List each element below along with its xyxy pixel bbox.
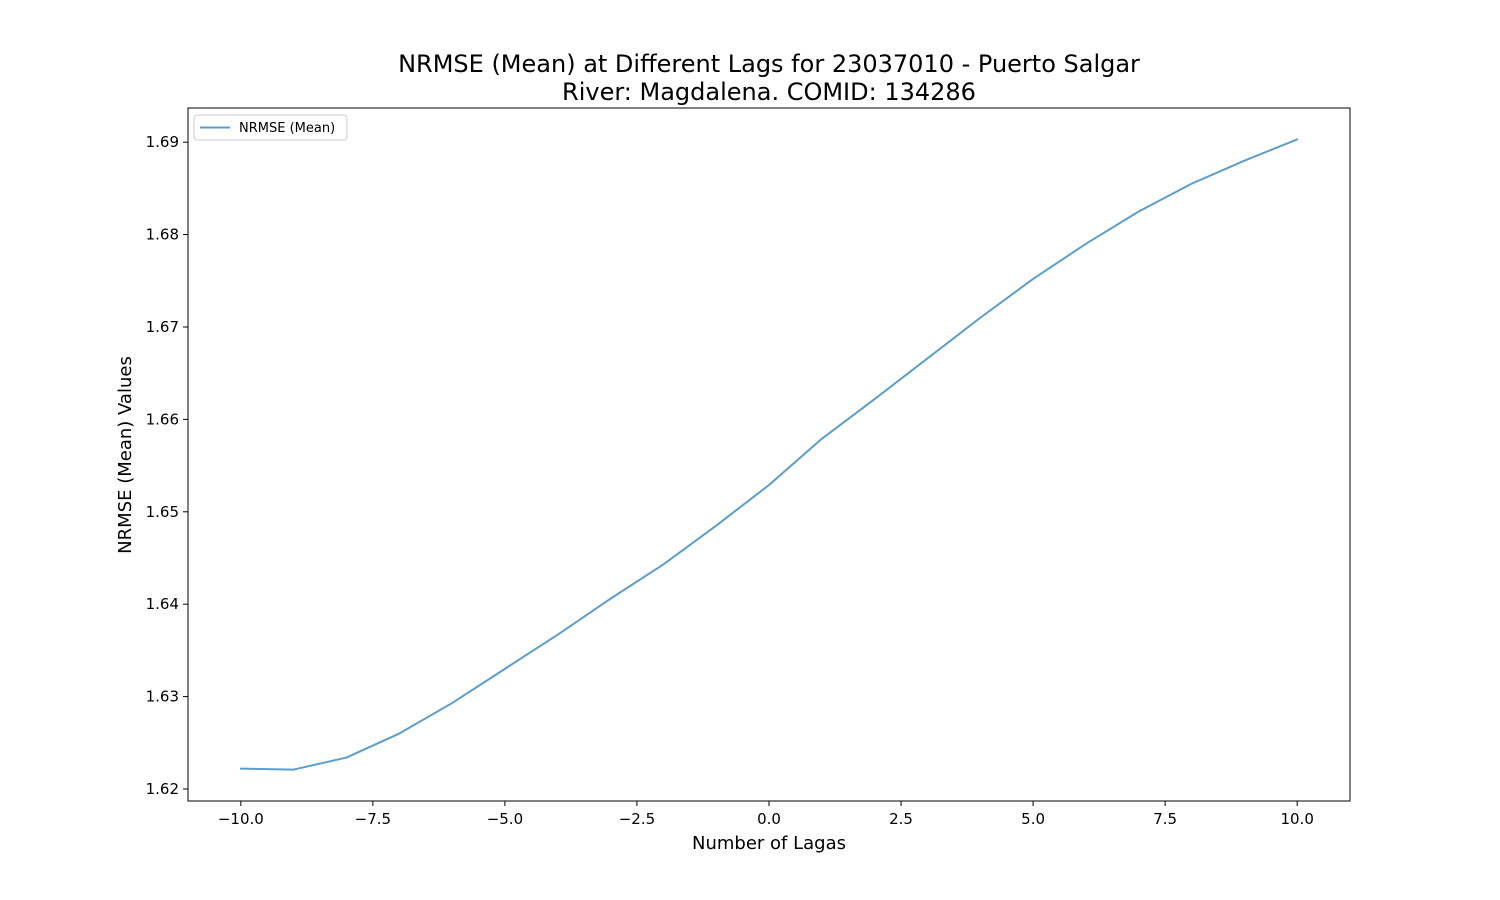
data-point [662, 563, 664, 565]
x-tick-label: −5.0 [487, 810, 523, 828]
y-tick-label: 1.67 [146, 318, 179, 336]
data-point [874, 398, 876, 400]
y-axis-ticks: 1.62 1.63 1.64 1.65 1.66 1.67 1.68 1.69 [146, 133, 188, 798]
chart-title-line-1: NRMSE (Mean) at Different Lags for 23037… [398, 50, 1140, 78]
y-tick-label: 1.69 [146, 133, 179, 151]
x-tick-label: 7.5 [1153, 810, 1177, 828]
x-tick-label: −2.5 [619, 810, 655, 828]
data-point [345, 757, 347, 759]
data-point [715, 525, 717, 527]
data-point [504, 668, 506, 670]
legend-label: NRMSE (Mean) [239, 121, 335, 136]
data-point [1191, 183, 1193, 185]
x-tick-label: 2.5 [889, 810, 913, 828]
legend: NRMSE (Mean) [193, 114, 348, 141]
x-tick-label: 10.0 [1280, 810, 1313, 828]
y-tick-label: 1.62 [146, 780, 179, 798]
data-point [1138, 210, 1140, 212]
data-point [610, 598, 612, 600]
data-point [1243, 160, 1245, 162]
data-point [240, 768, 242, 770]
data-point [398, 733, 400, 735]
x-axis-label: Number of Lagas [692, 833, 846, 854]
data-point [979, 317, 981, 319]
y-axis-label: NRMSE (Mean) Values [115, 356, 136, 554]
y-tick-label: 1.65 [146, 503, 179, 521]
y-tick-label: 1.66 [146, 410, 179, 428]
x-tick-label: −10.0 [218, 810, 264, 828]
data-point [1085, 243, 1087, 245]
x-axis-ticks: −10.0 −7.5 −5.0 −2.5 0.0 2.5 5.0 7.5 10.0 [218, 801, 1314, 828]
chart-title-line-2: River: Magdalena. COMID: 134286 [562, 78, 976, 106]
x-tick-label: −7.5 [355, 810, 391, 828]
y-tick-label: 1.63 [146, 688, 179, 706]
series-layer [239, 138, 1299, 771]
data-point [1296, 138, 1298, 140]
data-point [1032, 278, 1034, 280]
data-point [926, 357, 928, 359]
legend-box [193, 114, 348, 141]
data-point [293, 769, 295, 771]
data-point [768, 484, 770, 486]
data-point [557, 634, 559, 636]
data-point [451, 702, 453, 704]
x-tick-label: 0.0 [757, 810, 781, 828]
series-line-nrmse-mean [239, 138, 1299, 771]
y-tick-label: 1.68 [146, 226, 179, 244]
data-point [821, 438, 823, 440]
y-tick-label: 1.64 [146, 595, 179, 613]
x-tick-label: 5.0 [1021, 810, 1045, 828]
